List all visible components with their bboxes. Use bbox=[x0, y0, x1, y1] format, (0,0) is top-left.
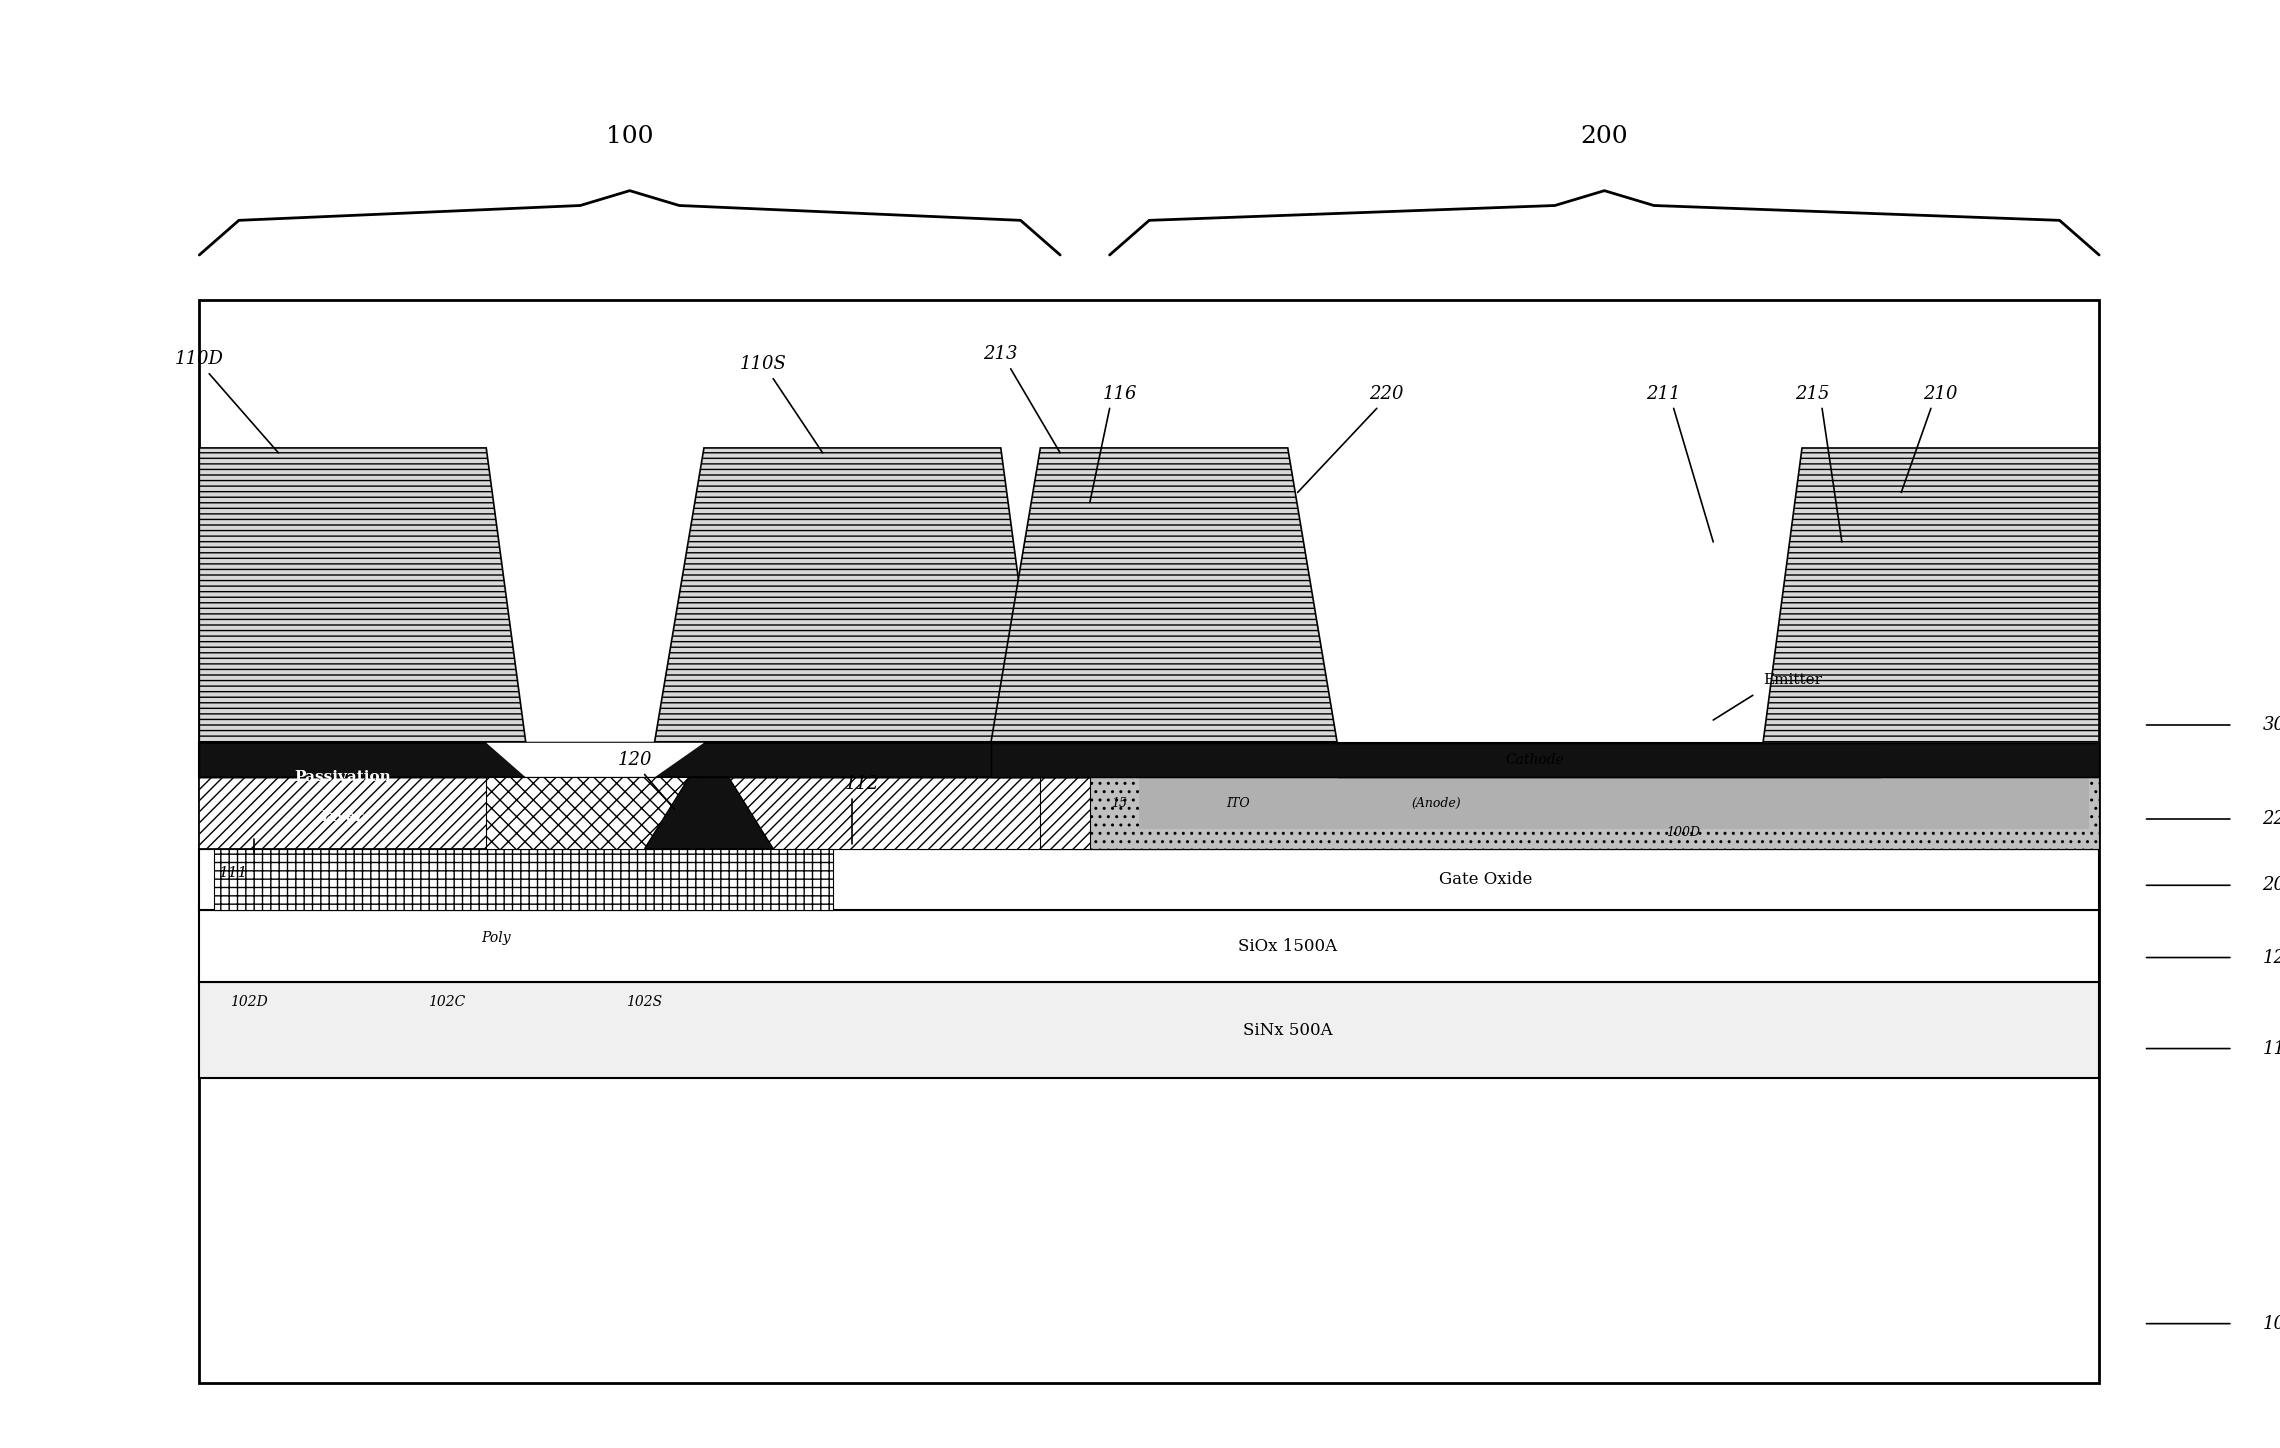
Text: Poly: Poly bbox=[481, 931, 511, 944]
Text: 200: 200 bbox=[1580, 125, 1628, 148]
Polygon shape bbox=[198, 849, 2100, 909]
Polygon shape bbox=[198, 778, 2100, 849]
Text: 11: 11 bbox=[2262, 1040, 2280, 1057]
Text: 30: 30 bbox=[2262, 715, 2280, 734]
Polygon shape bbox=[198, 778, 506, 849]
Polygon shape bbox=[1140, 760, 2100, 778]
Text: 102C: 102C bbox=[429, 995, 465, 1009]
Polygon shape bbox=[198, 447, 527, 743]
Text: (Anode): (Anode) bbox=[1411, 796, 1461, 809]
Polygon shape bbox=[486, 778, 705, 849]
Polygon shape bbox=[198, 743, 2100, 778]
Polygon shape bbox=[654, 447, 1040, 743]
Polygon shape bbox=[992, 743, 2100, 778]
Text: 102D: 102D bbox=[230, 995, 267, 1009]
Text: 22: 22 bbox=[2262, 809, 2280, 828]
Polygon shape bbox=[992, 447, 1338, 743]
Text: SiOx 1500A: SiOx 1500A bbox=[1238, 938, 1338, 954]
Text: Gate Oxide: Gate Oxide bbox=[1439, 870, 1532, 888]
Text: 215: 215 bbox=[1794, 385, 1829, 403]
Text: 112: 112 bbox=[846, 775, 880, 794]
Text: 210: 210 bbox=[1924, 385, 1959, 403]
Polygon shape bbox=[1762, 447, 2100, 743]
Text: 120: 120 bbox=[618, 750, 652, 769]
Text: 116: 116 bbox=[1101, 385, 1138, 403]
Text: ITO: ITO bbox=[1227, 796, 1249, 809]
Text: 220: 220 bbox=[1370, 385, 1404, 403]
Polygon shape bbox=[1140, 778, 2088, 828]
Text: 110S: 110S bbox=[741, 355, 787, 372]
Text: 12: 12 bbox=[2262, 948, 2280, 966]
Polygon shape bbox=[198, 982, 2100, 1079]
Text: 110D: 110D bbox=[176, 350, 223, 368]
Text: 111: 111 bbox=[219, 866, 249, 880]
Polygon shape bbox=[486, 743, 705, 778]
Text: 10: 10 bbox=[2262, 1315, 2280, 1332]
Text: 213: 213 bbox=[983, 345, 1019, 363]
Text: 102S: 102S bbox=[627, 995, 663, 1009]
Polygon shape bbox=[1338, 743, 1881, 778]
Text: SiNx 500A: SiNx 500A bbox=[1243, 1022, 1332, 1038]
Text: Cathode: Cathode bbox=[1505, 753, 1564, 767]
Polygon shape bbox=[645, 778, 773, 849]
Polygon shape bbox=[1090, 778, 2100, 849]
Text: 20: 20 bbox=[2262, 876, 2280, 895]
Text: 100: 100 bbox=[606, 125, 654, 148]
Text: Emitter: Emitter bbox=[1762, 673, 1822, 688]
Polygon shape bbox=[1040, 778, 1188, 849]
Text: Passivation: Passivation bbox=[294, 770, 392, 785]
Polygon shape bbox=[198, 300, 2100, 1383]
Text: 211: 211 bbox=[1646, 385, 1680, 403]
Text: layer: layer bbox=[321, 809, 365, 824]
Text: 15: 15 bbox=[1113, 796, 1129, 809]
Text: 100D: 100D bbox=[1667, 827, 1701, 840]
Polygon shape bbox=[198, 743, 1090, 778]
Polygon shape bbox=[198, 909, 2100, 982]
Polygon shape bbox=[214, 849, 832, 909]
